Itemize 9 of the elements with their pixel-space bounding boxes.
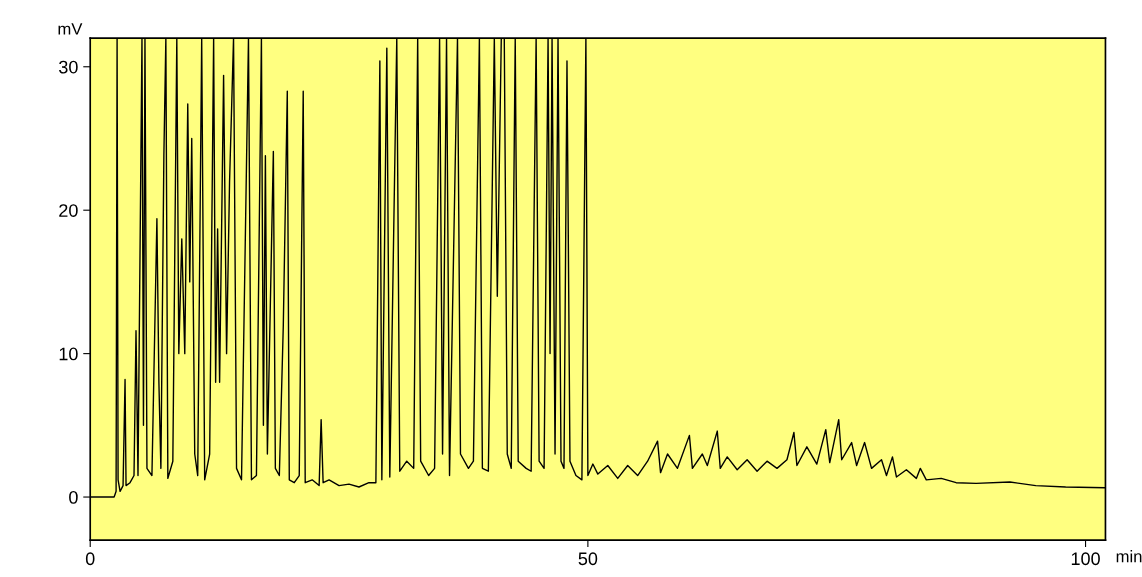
y-tick-label: 0	[69, 490, 78, 504]
x-tick-label: 0	[85, 552, 95, 566]
x-tick-label: 100	[1071, 552, 1100, 566]
y-tick-label: 30	[59, 60, 78, 74]
y-tick-label: 20	[59, 204, 78, 217]
x-axis-title: min	[1116, 550, 1142, 563]
y-tick-label: 10	[59, 347, 78, 361]
y-axis-title: mV	[58, 23, 83, 35]
x-tick-label: 50	[578, 552, 598, 566]
